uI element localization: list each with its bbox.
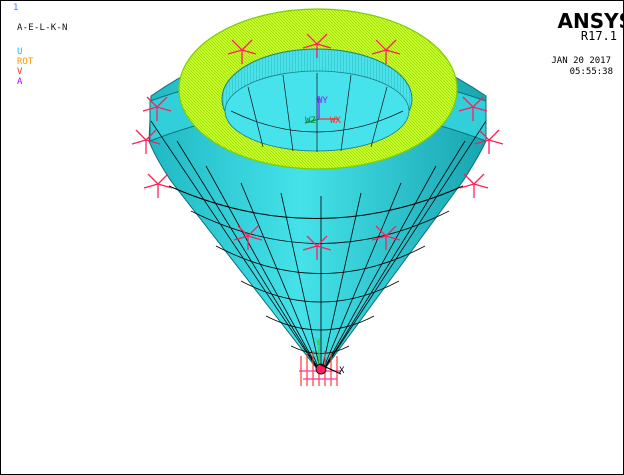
top-triad-x-label: WX — [330, 116, 341, 126]
mesh-meridian — [280, 192, 322, 375]
mesh-meridian — [240, 182, 322, 375]
mesh-meridian — [320, 182, 402, 375]
constraint-marker-left-bottom — [143, 173, 173, 198]
constraint-mid-left-arrows — [233, 225, 263, 250]
upper-cone-edge — [168, 185, 464, 219]
mesh-ring — [265, 315, 375, 331]
constraint-left-top-arrows — [142, 96, 172, 121]
constraint-marker-right-mid — [474, 129, 504, 154]
constraint-top-left-arrows — [227, 39, 257, 64]
constraint-marker-right-bottom — [459, 173, 489, 198]
legend-u: U — [17, 47, 23, 57]
time-label: 05:55:38 — [569, 67, 613, 77]
constraint-marker-right-top — [458, 96, 488, 121]
constraint-marker-left-top — [142, 96, 172, 121]
mesh-meridian — [320, 140, 466, 375]
constraint-marker-top-left — [227, 39, 257, 64]
constraint-marker-mid-right — [371, 225, 401, 250]
inner-mesh-line — [370, 86, 388, 148]
bottom-triad-y-label: Y — [315, 338, 321, 348]
top-triad-z-axis — [304, 118, 320, 124]
mesh-meridian — [320, 192, 362, 375]
legend-a: A — [17, 77, 23, 87]
constraint-marker-mid-center — [302, 235, 332, 260]
constraint-left-mid-arrows — [131, 129, 161, 154]
constraint-right-mid-arrows — [474, 129, 504, 154]
date-label: JAN 20 2017 — [551, 56, 611, 66]
constraint-marker-mid-left — [233, 225, 263, 250]
constraint-top-right-arrows — [371, 39, 401, 64]
mesh-ring — [240, 280, 400, 303]
legend-v: V — [17, 67, 23, 77]
mesh-meridian — [150, 120, 322, 375]
window-number: 1 — [13, 3, 19, 13]
constraint-left-bottom-arrows — [143, 173, 173, 198]
mesh-meridian — [320, 165, 437, 375]
mesh-ring — [215, 245, 426, 274]
inner-mesh-line — [247, 86, 264, 148]
constraint-right-bottom-arrows — [459, 173, 489, 198]
constraint-marker-top-center — [302, 33, 332, 58]
bottom-triad: Y X — [315, 338, 345, 376]
version-label: R17.1 — [580, 29, 617, 43]
bottom-triad-x-axis — [318, 363, 342, 375]
constraint-right-top-arrows — [458, 96, 488, 121]
plot-title: A-E-L-K-N — [17, 23, 68, 33]
inner-mesh-line — [282, 74, 294, 152]
constraint-mid-center-arrows — [302, 235, 332, 260]
inner-mesh — [230, 73, 404, 152]
mesh-ring — [290, 345, 350, 354]
constraint-top-center-arrows — [302, 33, 332, 58]
top-triad-y-label: WY — [317, 96, 328, 106]
inner-mesh-line — [340, 74, 352, 152]
ansys-logo: ANSYS — [557, 9, 624, 33]
mesh-meridian — [205, 165, 322, 375]
constraint-marker-top-right — [371, 39, 401, 64]
top-triad: WY WX WZ — [304, 96, 341, 126]
constraint-markers — [131, 33, 504, 260]
constraint-mid-right-arrows — [371, 225, 401, 250]
legend-rot: ROT — [17, 57, 34, 67]
bottom-triad-x-label: X — [339, 366, 345, 376]
constraint-marker-left-mid — [131, 129, 161, 154]
mesh-meridian — [320, 120, 487, 375]
mesh-meridian — [176, 140, 322, 375]
mesh-lines — [150, 120, 487, 375]
top-triad-z-label: WZ — [305, 116, 316, 126]
